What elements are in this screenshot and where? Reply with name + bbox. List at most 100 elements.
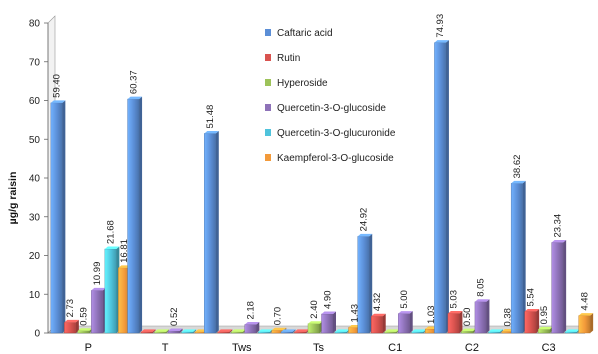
data-label: 23.34 — [552, 214, 563, 238]
bar — [434, 42, 447, 334]
y-tick-label: 40 — [29, 174, 41, 185]
bar-top — [281, 329, 296, 332]
bar — [280, 331, 293, 334]
bar-top — [511, 180, 526, 184]
x-category-label: Tws — [232, 342, 252, 354]
data-label: 2.40 — [309, 300, 320, 319]
y-tick-label: 60 — [29, 96, 41, 107]
bar-side — [166, 329, 170, 333]
y-tick-label: 30 — [29, 212, 41, 223]
bar — [50, 102, 63, 334]
bar-side — [62, 100, 66, 333]
bar — [91, 290, 104, 334]
data-label: 0.70 — [273, 307, 284, 326]
bar — [64, 322, 77, 334]
legend-label: Caftaric acid — [277, 28, 333, 39]
bar — [524, 311, 537, 334]
y-tick-label: 70 — [29, 57, 41, 68]
bar — [384, 331, 397, 334]
bar-top — [434, 40, 449, 43]
bar-side — [459, 311, 463, 333]
data-label: 21.68 — [106, 220, 117, 244]
bar-side — [152, 329, 156, 333]
bar-top — [50, 100, 66, 103]
bar-top — [244, 322, 260, 325]
bar-top — [357, 233, 373, 237]
data-label: 1.03 — [426, 306, 437, 325]
x-category-label: P — [85, 342, 92, 354]
x-category-label: T — [162, 342, 169, 354]
data-label: 24.92 — [358, 208, 369, 232]
data-label: 4.32 — [372, 293, 383, 312]
bar-side — [256, 322, 260, 333]
bar — [307, 323, 320, 334]
bar-side — [292, 329, 296, 333]
data-label: 8.05 — [476, 278, 487, 297]
bar-top — [271, 327, 287, 331]
data-label: 0.50 — [462, 308, 473, 327]
data-label: 2.18 — [246, 301, 257, 320]
bar-side — [333, 311, 336, 333]
bar — [154, 331, 167, 334]
bar — [357, 236, 370, 334]
bar-side — [522, 180, 526, 333]
data-label: 5.03 — [449, 290, 460, 309]
data-label: 2.73 — [65, 299, 76, 318]
bar-top — [181, 329, 197, 332]
bar-top — [141, 329, 156, 332]
x-category-label: C2 — [465, 342, 479, 354]
bar-side — [499, 329, 503, 333]
bar-top — [398, 311, 413, 314]
data-label: 60.37 — [128, 70, 139, 94]
bar — [77, 330, 90, 334]
bar-side — [536, 309, 540, 333]
bar — [204, 133, 216, 334]
bar-top — [524, 309, 540, 312]
bar-side — [75, 319, 79, 333]
bar-top — [231, 329, 246, 332]
y-tick-label: 0 — [34, 329, 40, 340]
bar-top — [204, 131, 219, 134]
bar-top — [538, 326, 553, 330]
bar-side — [486, 299, 490, 333]
bar — [104, 248, 117, 334]
bar-top — [127, 96, 143, 100]
bar — [217, 331, 230, 334]
legend-swatch — [265, 104, 271, 111]
data-label: 38.62 — [512, 155, 523, 179]
bar-top — [551, 240, 567, 243]
bar-side — [179, 328, 183, 333]
y-axis-label: µg/g raisin — [7, 172, 19, 225]
data-label: 4.90 — [322, 291, 333, 310]
bar-top — [258, 329, 273, 332]
bar-top — [294, 329, 309, 332]
bar-top — [371, 313, 386, 317]
bar-side — [193, 329, 197, 333]
bar-top — [91, 287, 106, 291]
y-tick-label: 10 — [29, 290, 41, 301]
data-label: 0.38 — [503, 308, 514, 327]
bar — [564, 331, 577, 334]
bar — [474, 301, 487, 334]
bar — [537, 329, 550, 334]
bar-top — [154, 329, 170, 332]
x-category-label: Ts — [313, 342, 325, 354]
bar — [181, 331, 194, 334]
bar-top — [488, 329, 503, 332]
bar — [140, 331, 153, 334]
data-label: 0.52 — [169, 307, 180, 326]
data-label: 16.81 — [119, 239, 130, 263]
bar-side — [139, 96, 143, 333]
bar — [127, 98, 140, 334]
bar-side — [215, 131, 219, 333]
y-tick-label: 20 — [29, 251, 41, 262]
data-label: 51.48 — [205, 105, 216, 129]
bar-side — [229, 329, 233, 333]
bar-top — [447, 311, 463, 314]
data-label: 0.95 — [539, 306, 550, 325]
legend-label: Rutin — [277, 53, 300, 64]
bar — [371, 316, 383, 334]
bar — [447, 313, 460, 334]
